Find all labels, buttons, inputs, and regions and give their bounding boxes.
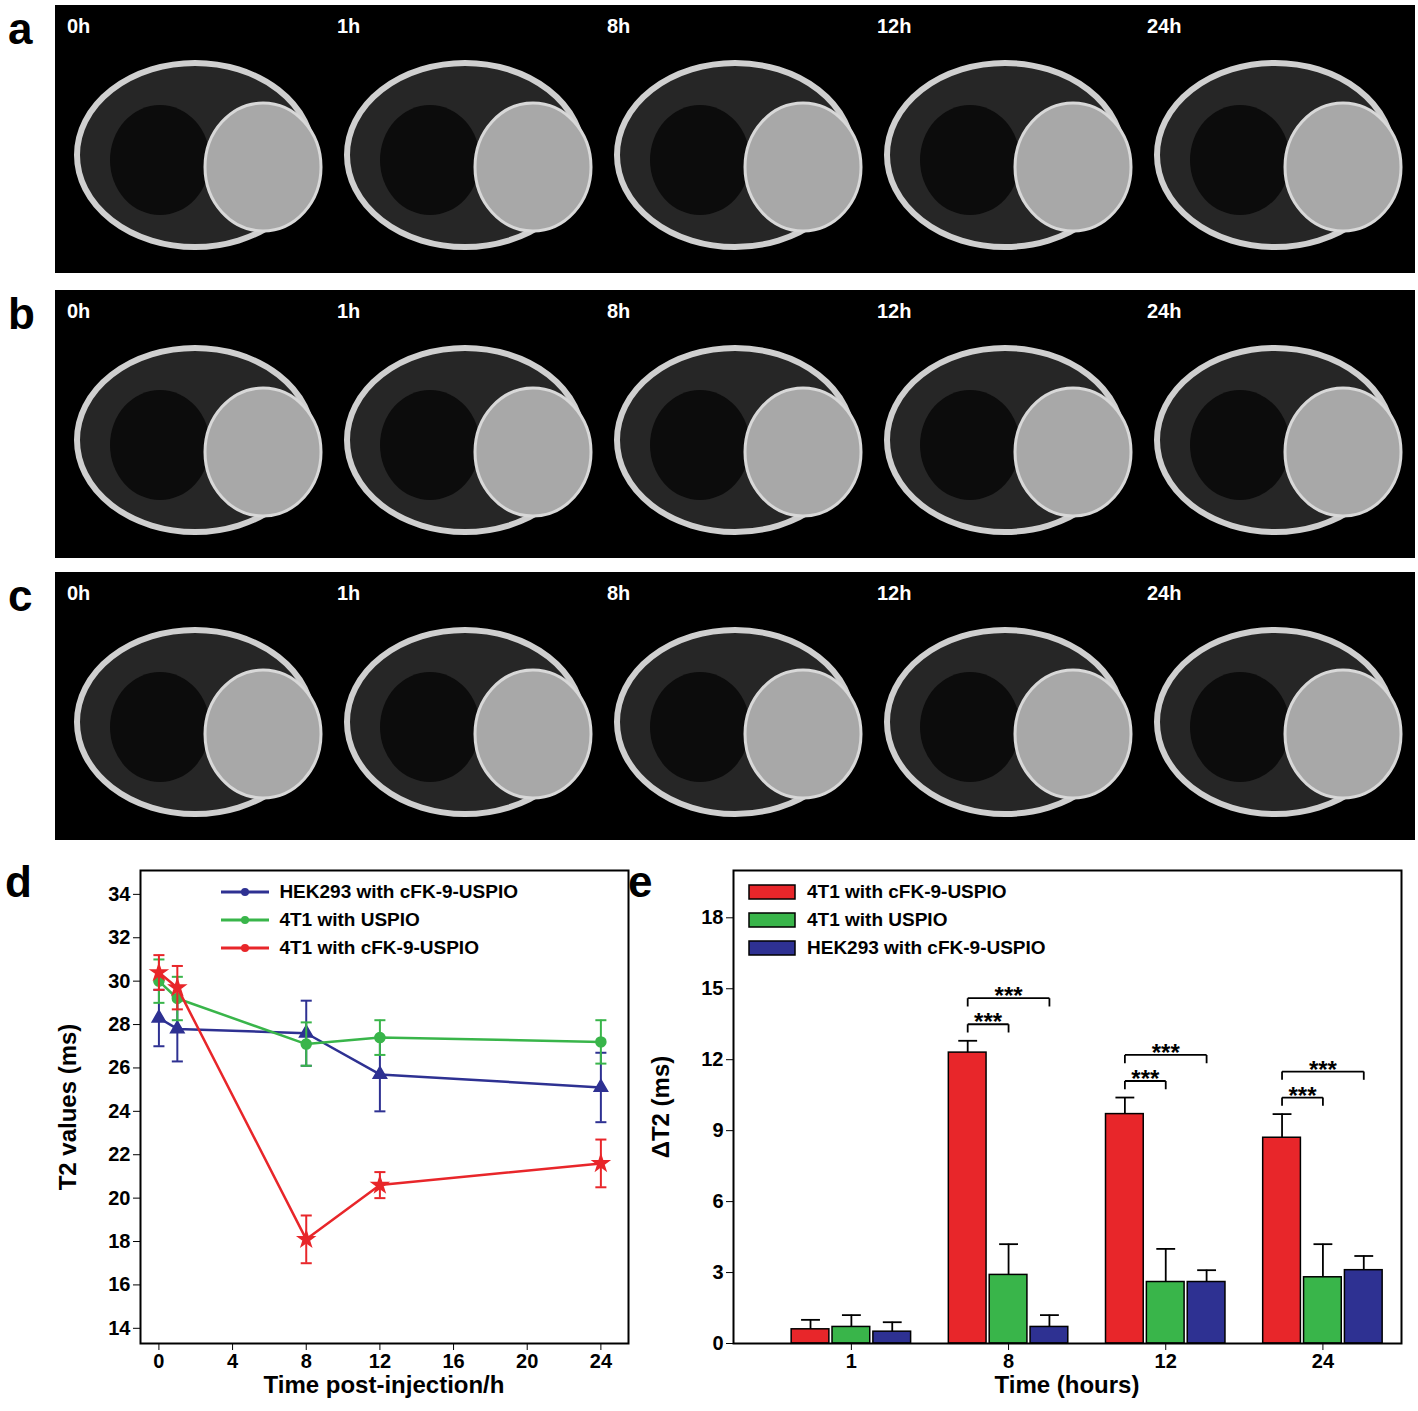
svg-text:12: 12 [369,1350,391,1372]
svg-text:9: 9 [712,1119,723,1141]
svg-text:8: 8 [301,1350,312,1372]
html-text:b: b [8,289,35,338]
svg-text:20: 20 [516,1350,538,1372]
svg-text:***: *** [1288,1082,1317,1109]
html-text:Time (hours): Time (hours) [994,1371,1140,1398]
html-text:a: a [8,4,33,53]
svg-text:24: 24 [1312,1350,1335,1372]
svg-text:14: 14 [108,1317,131,1339]
html-text:4T1 with cFK-9-USPIO: 4T1 with cFK-9-USPIO [279,937,479,958]
svg-text:1: 1 [846,1350,857,1372]
svg-text:15: 15 [701,977,723,999]
svg-text:22: 22 [108,1143,130,1165]
svg-text:24: 24 [590,1350,613,1372]
svg-text:24h: 24h [1147,582,1181,604]
html-text:ΔT2 (ms): ΔT2 (ms) [647,1055,674,1158]
svg-text:16: 16 [108,1273,130,1295]
svg-text:0h: 0h [67,15,90,37]
svg-text:***: *** [1131,1065,1160,1092]
html-text:4T1 with USPIO: 4T1 with USPIO [279,909,420,930]
svg-text:18: 18 [108,1230,130,1252]
svg-text:8h: 8h [607,300,630,322]
svg-text:0h: 0h [67,300,90,322]
html-text:d: d [5,857,32,906]
svg-text:***: *** [1309,1056,1338,1083]
svg-text:***: *** [974,1008,1003,1035]
svg-text:8h: 8h [607,582,630,604]
svg-text:24: 24 [108,1100,131,1122]
svg-text:3: 3 [712,1261,723,1283]
svg-text:18: 18 [701,906,723,928]
svg-text:12: 12 [701,1048,723,1070]
svg-text:8: 8 [1003,1350,1014,1372]
svg-text:32: 32 [108,926,130,948]
svg-text:24h: 24h [1147,300,1181,322]
html-text:HEK293 with cFK-9-USPIO: HEK293 with cFK-9-USPIO [807,937,1046,958]
svg-text:***: *** [995,982,1024,1009]
svg-text:26: 26 [108,1056,130,1078]
svg-text:20: 20 [108,1187,130,1209]
svg-text:12: 12 [1155,1350,1177,1372]
svg-text:12h: 12h [877,582,911,604]
svg-text:1h: 1h [337,582,360,604]
svg-text:16: 16 [442,1350,464,1372]
svg-text:***: *** [1152,1039,1181,1066]
svg-text:28: 28 [108,1013,130,1035]
html-text:Time post-injection/h: Time post-injection/h [263,1371,505,1398]
svg-text:4: 4 [227,1350,239,1372]
svg-text:1h: 1h [337,300,360,322]
svg-text:6: 6 [712,1190,723,1212]
svg-text:12h: 12h [877,15,911,37]
html-text:T2 values (ms): T2 values (ms) [54,1023,81,1190]
svg-text:34: 34 [108,883,131,905]
html-text:4T1 with USPIO: 4T1 with USPIO [807,909,948,930]
svg-text:8h: 8h [607,15,630,37]
svg-text:24h: 24h [1147,15,1181,37]
svg-text:1h: 1h [337,15,360,37]
svg-text:30: 30 [108,970,130,992]
svg-text:12h: 12h [877,300,911,322]
svg-text:0h: 0h [67,582,90,604]
html-text:4T1 with cFK-9-USPIO: 4T1 with cFK-9-USPIO [807,881,1007,902]
svg-text:0: 0 [712,1332,723,1354]
html-text:c: c [8,571,33,620]
html-text:HEK293 with cFK-9-USPIO: HEK293 with cFK-9-USPIO [279,881,518,902]
html-text:e: e [628,857,653,906]
svg-text:0: 0 [153,1350,164,1372]
